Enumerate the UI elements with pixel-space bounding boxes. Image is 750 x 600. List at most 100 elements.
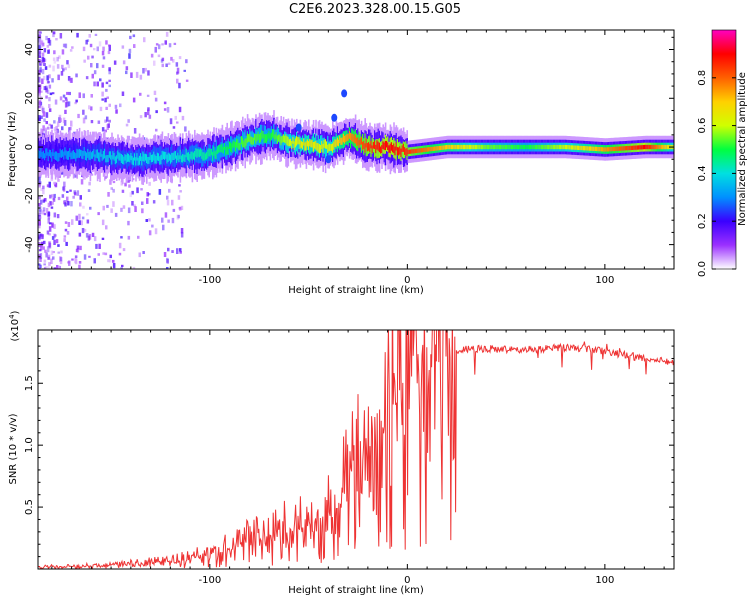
band-cell: [291, 141, 293, 150]
noise-cell: [45, 87, 48, 93]
noise-cell: [82, 109, 85, 115]
band-cell: [587, 146, 590, 151]
band-cell: [142, 151, 144, 161]
band-cell: [332, 143, 334, 153]
noise-cell: [153, 90, 157, 95]
noise-cell: [64, 102, 68, 108]
noise-cell: [53, 224, 56, 229]
noise-cell: [81, 228, 85, 234]
noise-cell: [118, 252, 122, 256]
band-cell: [140, 153, 142, 161]
band-cell: [567, 145, 569, 150]
band-cell: [468, 144, 471, 150]
band-cell: [438, 145, 441, 151]
noise-cell: [90, 94, 93, 98]
band-cell: [585, 146, 587, 151]
noise-cell: [82, 93, 85, 99]
band-cell: [652, 144, 654, 150]
band-cell: [575, 145, 578, 150]
noise-cell: [83, 174, 86, 180]
noise-cell: [43, 267, 47, 269]
band-cell: [64, 147, 66, 156]
band-cell: [164, 151, 166, 160]
noise-cell: [53, 181, 56, 185]
band-cell: [398, 147, 400, 156]
noise-cell: [127, 235, 131, 240]
band-cell: [120, 154, 123, 163]
noise-cell: [46, 184, 50, 188]
band-cell: [448, 144, 450, 150]
band-cell: [538, 144, 540, 150]
band-cell: [182, 154, 184, 163]
noise-cell: [47, 266, 50, 269]
band-cell: [411, 149, 413, 154]
band-cell: [130, 153, 132, 161]
band-cell: [272, 129, 274, 138]
band-cell: [94, 146, 96, 161]
noise-cell: [38, 45, 41, 52]
band-cell: [467, 144, 470, 150]
noise-cell: [172, 126, 176, 129]
noise-cell: [59, 118, 62, 123]
band-cell: [524, 144, 526, 150]
band-cell: [416, 148, 418, 153]
band-cell: [257, 131, 260, 140]
noise-cell: [38, 181, 41, 185]
noise-cell: [41, 68, 45, 75]
band-cell: [207, 149, 209, 159]
noise-cell: [76, 245, 80, 250]
band-cell: [610, 147, 612, 152]
noise-cell: [136, 187, 139, 194]
noise-cell: [52, 198, 56, 202]
noise-cell: [54, 234, 57, 237]
band-cell: [611, 146, 614, 152]
x-tick-label: -100: [198, 275, 221, 286]
noise-cell: [73, 190, 76, 194]
noise-cell: [161, 63, 164, 68]
noise-cell: [38, 184, 42, 187]
noise-cell: [96, 63, 99, 69]
noise-cell: [127, 180, 130, 183]
noise-cell: [167, 247, 170, 252]
side-blob: [341, 89, 348, 98]
band-cell: [172, 153, 174, 161]
band-cell: [665, 144, 668, 150]
noise-cell: [64, 221, 68, 224]
noise-cell: [38, 51, 41, 56]
band-cell: [171, 152, 173, 163]
band-cell: [158, 153, 160, 161]
band-cell: [281, 136, 284, 143]
noise-cell: [63, 238, 66, 242]
band-cell: [117, 150, 119, 159]
noise-cell: [97, 212, 100, 216]
band-cell: [623, 146, 626, 151]
band-cell: [406, 148, 408, 156]
noise-cell: [58, 114, 62, 119]
noise-cell: [65, 241, 68, 246]
band-cell: [617, 146, 620, 151]
band-cell: [218, 145, 220, 153]
band-cell: [382, 141, 384, 149]
noise-cell: [41, 53, 45, 56]
noise-cell: [168, 188, 171, 193]
band-cell: [234, 141, 237, 152]
band-cell: [269, 133, 272, 143]
band-cell: [98, 152, 100, 162]
noise-cell: [146, 192, 149, 197]
band-cell: [231, 143, 233, 153]
band-cell: [650, 144, 652, 150]
band-cell: [533, 144, 536, 150]
noise-cell: [55, 125, 58, 131]
band-cell: [358, 140, 360, 148]
band-cell: [116, 155, 118, 164]
band-cell: [92, 151, 94, 159]
band-cell: [258, 134, 261, 143]
band-cell: [405, 148, 407, 156]
noise-cell: [44, 66, 48, 70]
noise-cell: [73, 192, 77, 196]
band-cell: [386, 140, 388, 148]
noise-cell: [148, 181, 151, 186]
noise-cell: [67, 201, 70, 206]
band-cell: [132, 157, 135, 166]
band-cell: [384, 140, 387, 151]
